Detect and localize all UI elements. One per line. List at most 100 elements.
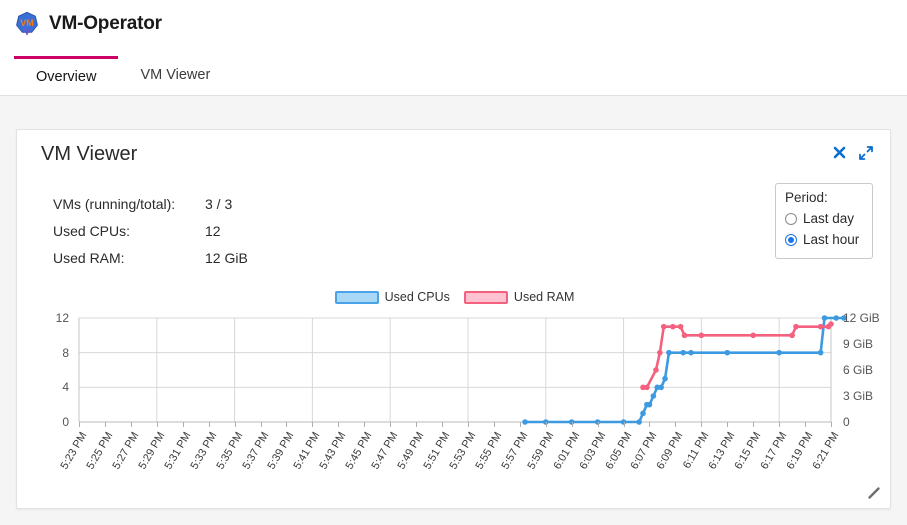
stat-value-vms: 3 / 3 — [205, 195, 233, 212]
radio-last-day-indicator[interactable] — [785, 212, 797, 225]
x-axis-tick — [312, 422, 314, 427]
y-axis-right-tick-label: 6 GiB — [843, 363, 874, 377]
x-axis-tick — [182, 422, 184, 427]
radio-last-day-label: Last day — [803, 211, 855, 226]
legend-swatch-cpu-icon — [334, 290, 379, 304]
legend-item-used-cpus[interactable]: Used CPUs — [334, 290, 450, 304]
card-actions — [831, 144, 874, 161]
chart-data-point[interactable] — [657, 349, 663, 356]
stat-label-cpus: Used CPUs: — [53, 222, 131, 239]
app-title: VM-Operator — [49, 13, 162, 34]
chart-data-point[interactable] — [654, 384, 661, 391]
x-axis-tick — [286, 422, 288, 427]
chart-data-point[interactable] — [653, 367, 659, 373]
radio-last-hour-indicator[interactable] — [785, 233, 797, 246]
close-icon[interactable] — [831, 144, 848, 161]
chart-data-point[interactable] — [640, 410, 646, 417]
x-axis-tick — [442, 422, 444, 427]
x-axis-tick — [130, 422, 132, 427]
x-axis-tick — [467, 422, 469, 427]
chart-data-point[interactable] — [650, 393, 657, 399]
stat-value-ram: 12 GiB — [205, 249, 248, 266]
vm-stats: VMs (running/total): 3 / 3 Used CPUs: 12… — [53, 190, 248, 271]
legend-item-used-ram[interactable]: Used RAM — [463, 290, 575, 304]
x-axis-tick — [104, 422, 106, 427]
chart-data-point[interactable] — [833, 315, 839, 321]
chart-data-point[interactable] — [793, 323, 799, 330]
x-axis-tick — [753, 422, 755, 427]
period-title: Period: — [785, 190, 828, 205]
x-axis-tick — [623, 422, 625, 427]
tab-overview-label: Overview — [36, 69, 97, 85]
stat-row-vms: VMs (running/total): 3 / 3 — [53, 190, 248, 217]
chart-line-used-ram — [641, 322, 833, 389]
stat-value-cpus: 12 — [205, 222, 221, 239]
chart-data-point[interactable] — [662, 375, 668, 382]
card-title: VM Viewer — [41, 143, 138, 165]
x-axis-tick — [649, 422, 651, 427]
x-axis-tick — [390, 422, 392, 427]
chart-data-point[interactable] — [636, 419, 642, 425]
x-axis-tick — [493, 422, 495, 427]
chart-data-point[interactable] — [646, 401, 653, 408]
resize-grip-icon[interactable] — [866, 485, 882, 501]
x-axis-tick — [675, 422, 677, 427]
chart-data-point[interactable] — [698, 332, 705, 339]
x-axis-tick — [416, 422, 418, 427]
chart-data-point[interactable] — [658, 384, 664, 391]
brand: VM VM-Operator — [14, 11, 162, 37]
chart-plot-area: 0 4 8 12 0 3 GiB 6 GiB 9 GiB 12 GiB 5:23 PM 5:25 P… — [56, 311, 880, 471]
chart-data-point[interactable] — [776, 349, 782, 356]
period-selector: Period: Last day Last hour — [775, 183, 873, 259]
chart-data-point[interactable] — [522, 419, 528, 425]
chart-data-point[interactable] — [660, 323, 667, 330]
radio-last-hour[interactable]: Last hour — [785, 229, 863, 250]
tab-vm-viewer-label: VM Viewer — [140, 67, 211, 83]
legend-label-used-ram: Used RAM — [513, 290, 575, 304]
y-axis-left-tick-label: 12 — [55, 311, 69, 325]
chart-legend: Used CPUs Used RAM — [17, 290, 892, 304]
chart-data-point[interactable] — [750, 332, 757, 339]
legend-swatch-ram-icon — [463, 290, 508, 304]
chart-data-point[interactable] — [724, 349, 731, 356]
x-axis-tick — [571, 422, 573, 427]
chart-data-point[interactable] — [828, 321, 834, 327]
chart-data-point[interactable] — [789, 332, 795, 339]
x-axis-tick — [805, 422, 807, 427]
vm-viewer-card: VM Viewer VMs (running/total): 3 / 3 — [16, 129, 891, 509]
chart-data-point[interactable] — [677, 323, 684, 330]
tab-overview[interactable]: Overview — [14, 56, 119, 95]
chart-data-point[interactable] — [666, 349, 672, 356]
x-axis-tick — [831, 422, 832, 427]
expand-icon[interactable] — [857, 144, 874, 161]
x-axis-tick — [779, 422, 781, 427]
x-axis-tick — [545, 422, 547, 427]
chart-data-point[interactable] — [644, 384, 650, 391]
chart-data-point[interactable] — [821, 315, 828, 321]
tab-vm-viewer[interactable]: VM Viewer — [118, 56, 232, 95]
legend-label-used-cpus: Used CPUs — [384, 290, 450, 304]
chart-data-point[interactable] — [688, 349, 694, 356]
x-axis-tick — [364, 422, 366, 427]
stat-row-cpus: Used CPUs: 12 — [53, 217, 248, 244]
x-axis-tick — [519, 422, 521, 427]
chart-data-point[interactable] — [841, 315, 847, 321]
chart-data-point[interactable] — [680, 349, 686, 356]
vm-operator-logo-icon: VM — [14, 11, 40, 37]
y-axis-left-tick-label: 0 — [62, 415, 69, 429]
x-axis-tick — [208, 422, 210, 427]
chart-data-point[interactable] — [681, 332, 688, 339]
x-axis-tick — [260, 422, 262, 427]
radio-last-hour-label: Last hour — [803, 232, 860, 247]
y-axis-right-tick-label: 12 GiB — [843, 311, 880, 325]
chart-data-point[interactable] — [817, 349, 824, 356]
chart-data-point[interactable] — [817, 323, 824, 330]
y-axis-right-tick-label: 3 GiB — [843, 389, 874, 403]
chart-data-point[interactable] — [640, 384, 646, 391]
usage-chart: Used CPUs Used RAM 0 4 8 12 0 3 GiB 6 GiB 9 GiB… — [17, 290, 892, 505]
chart-svg — [78, 315, 847, 425]
chart-data-point[interactable] — [670, 323, 676, 330]
stat-label-ram: Used RAM: — [53, 249, 125, 266]
radio-last-day[interactable]: Last day — [785, 208, 863, 229]
